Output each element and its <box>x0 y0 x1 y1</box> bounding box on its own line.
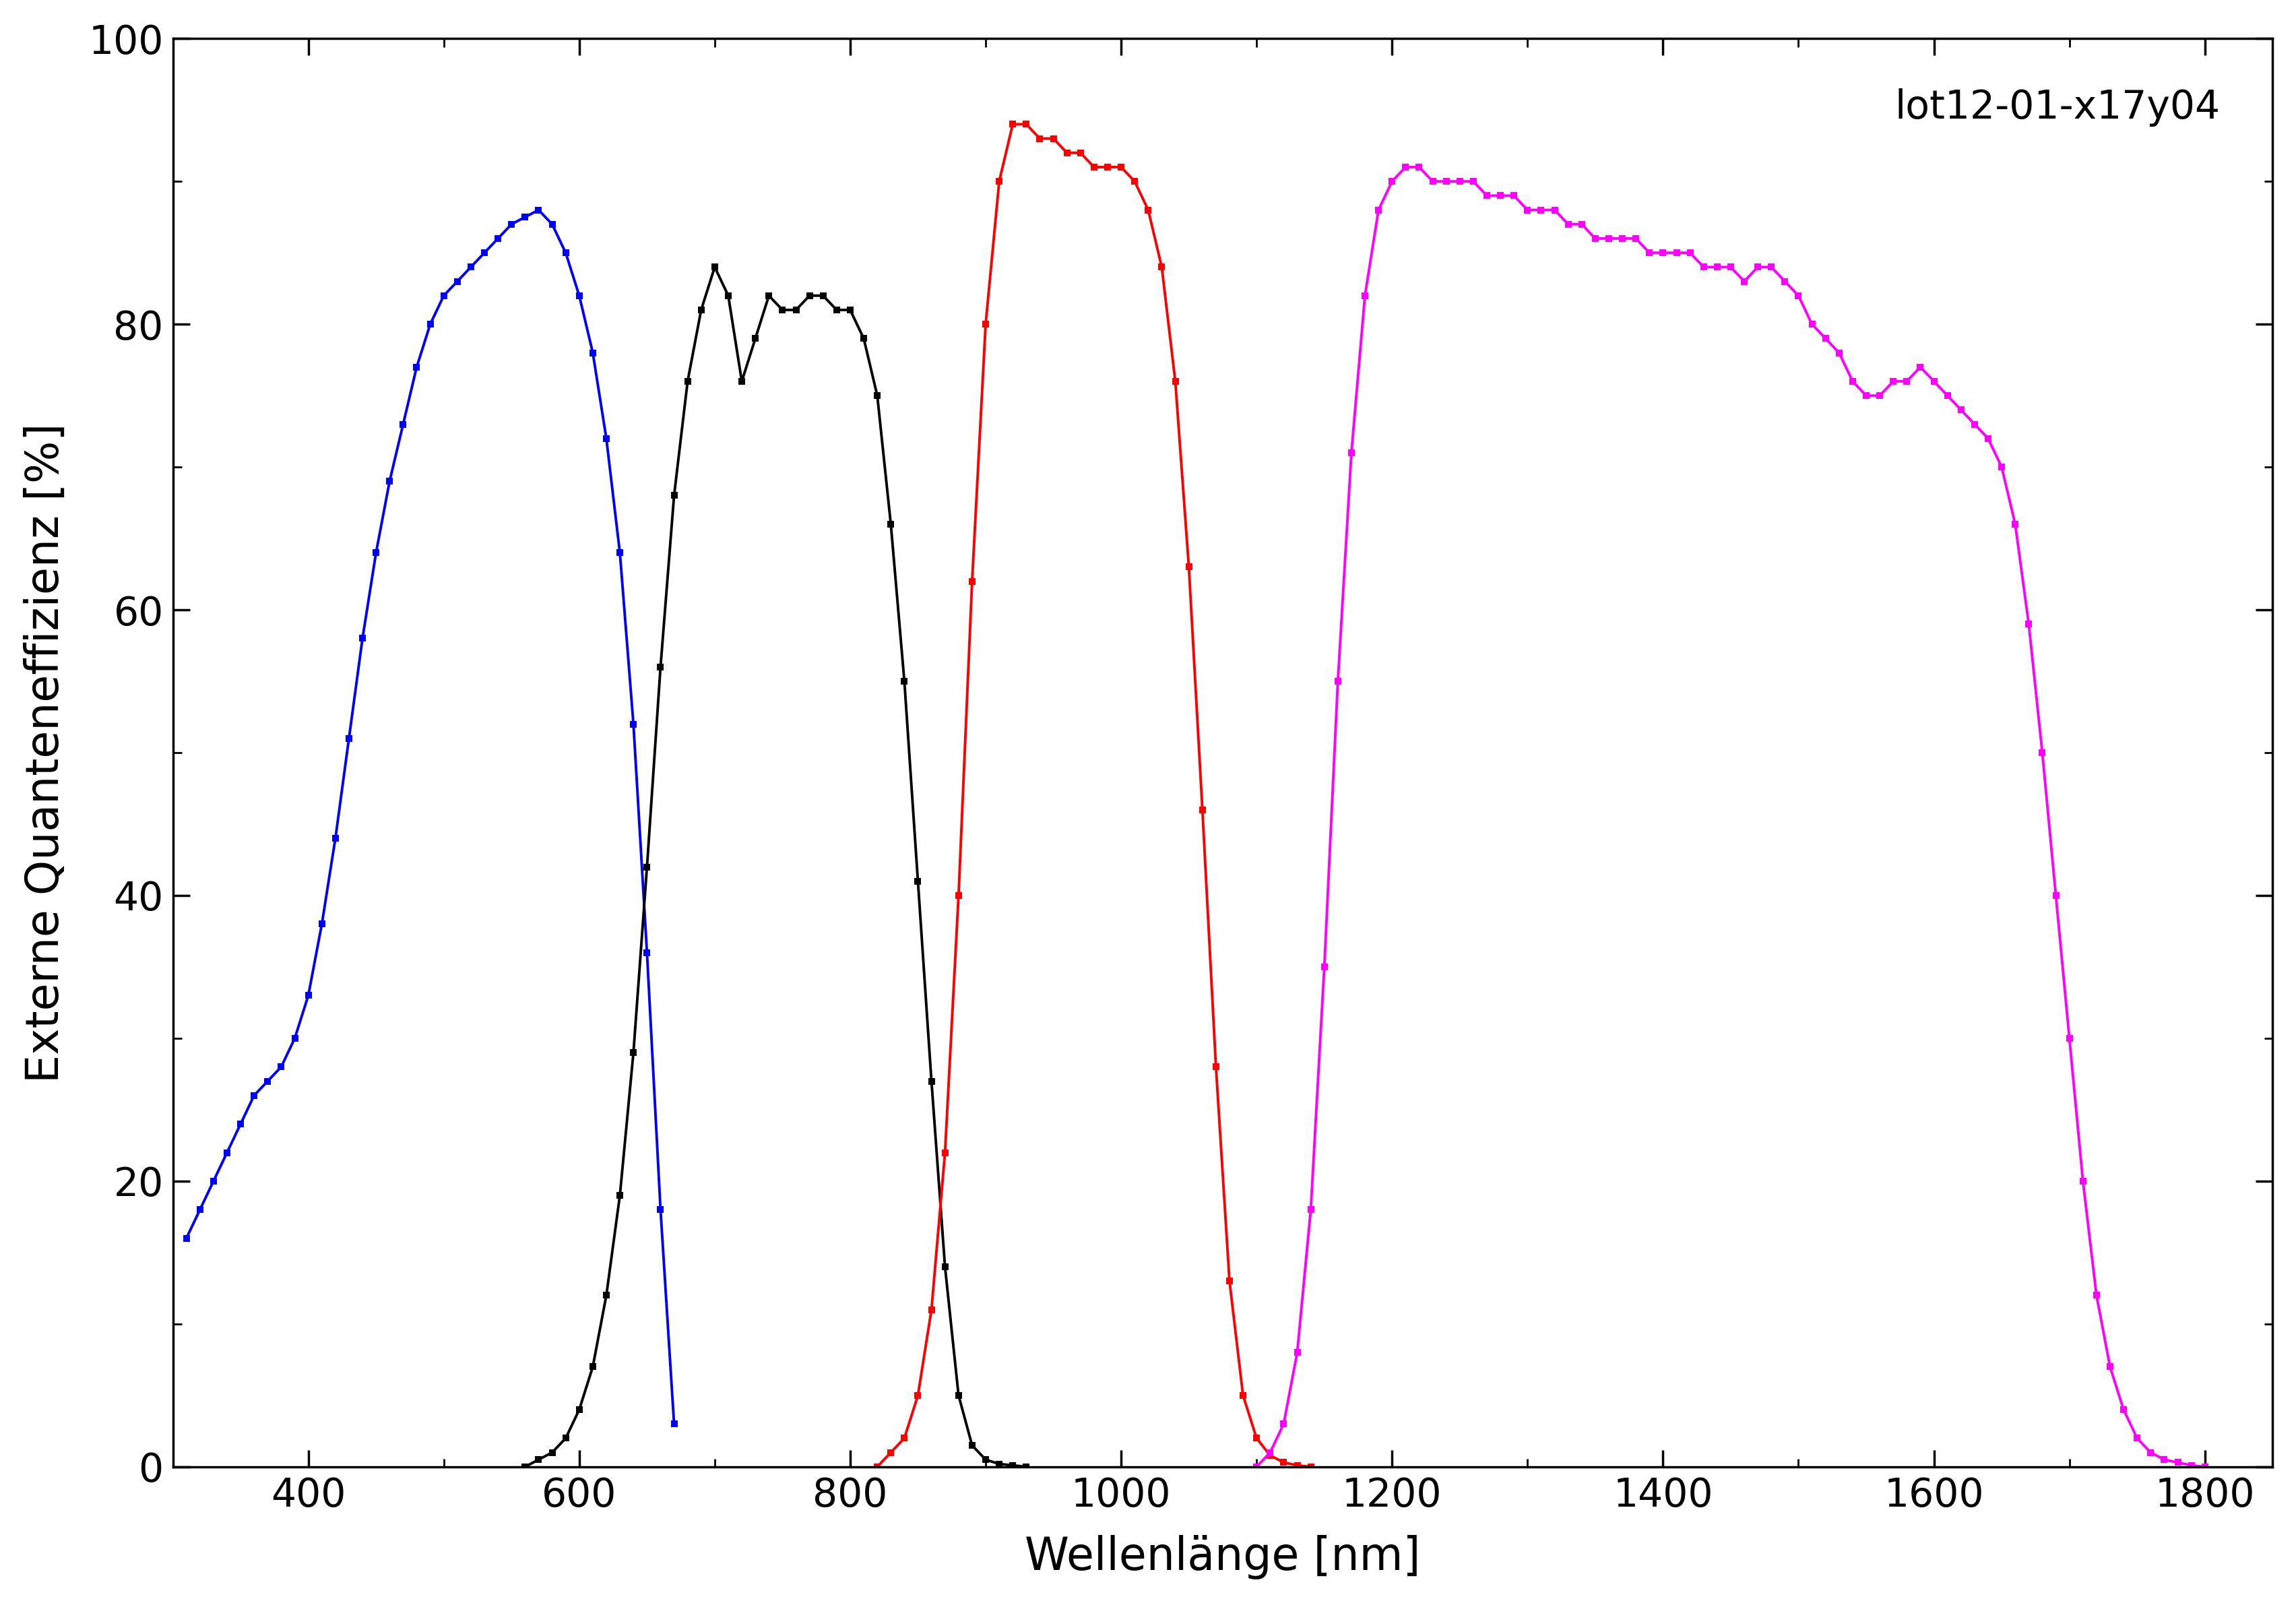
Text: lot12-01-x17y04: lot12-01-x17y04 <box>1894 88 2220 127</box>
X-axis label: Wellenlänge [nm]: Wellenlänge [nm] <box>1024 1536 1421 1579</box>
Y-axis label: Externe Quanteneffizienz [%]: Externe Quanteneffizienz [%] <box>23 423 69 1082</box>
